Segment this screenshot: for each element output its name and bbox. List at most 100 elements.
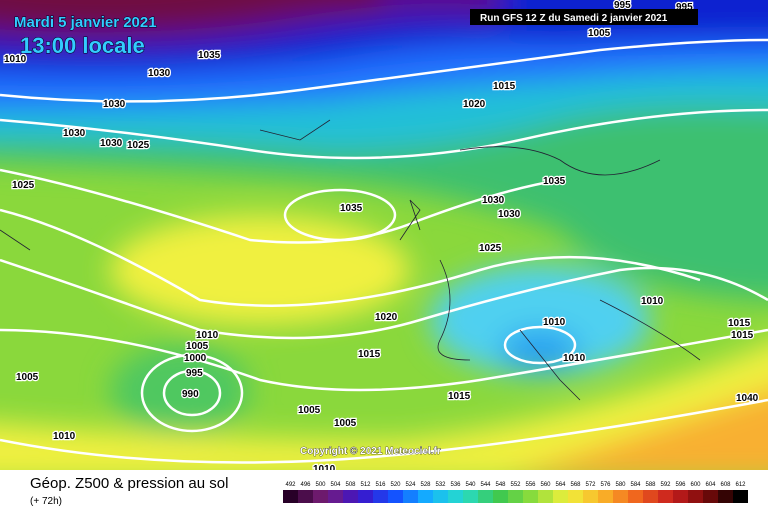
scale-label: 516 [375, 482, 386, 488]
scale-label: 600 [690, 482, 701, 488]
isobar-label: 1035 [340, 203, 363, 214]
scale-swatch [403, 490, 418, 503]
scale-swatch [388, 490, 403, 503]
coastlines [0, 119, 701, 401]
isobar-label: 1035 [543, 176, 566, 187]
scale-label: 604 [705, 482, 716, 488]
scale-swatch [628, 490, 643, 503]
scale-swatch [463, 490, 478, 503]
scale-label: 536 [450, 482, 461, 488]
isobar-label: 1030 [482, 195, 505, 206]
scale-swatch [673, 490, 688, 503]
isobar-label: 1015 [493, 81, 516, 92]
scale-swatch [613, 490, 628, 503]
scale-label: 572 [585, 482, 596, 488]
isobar-label: 1040 [736, 393, 759, 404]
scale-swatch [508, 490, 523, 503]
isobar-label: 1010 [543, 317, 566, 328]
scale-label: 612 [735, 482, 746, 488]
isobar-label: 1030 [498, 209, 521, 220]
isobar-label: 995 [186, 368, 203, 379]
scale-label: 544 [480, 482, 491, 488]
scale-label: 592 [660, 482, 671, 488]
scale-swatch [298, 490, 313, 503]
scale-swatch [568, 490, 583, 503]
scale-swatch [718, 490, 733, 503]
scale-swatch [703, 490, 718, 503]
scale-swatch [418, 490, 433, 503]
scale-swatch [448, 490, 463, 503]
scale-label: 608 [720, 482, 731, 488]
scale-swatch [343, 490, 358, 503]
color-scale: 492 496 500 504 508 512 516 520 524 528 532 536 540 5… [283, 482, 748, 503]
scale-swatch [523, 490, 538, 503]
scale-label: 588 [645, 482, 656, 488]
scale-label: 512 [360, 482, 371, 488]
forecast-date: Mardi 5 janvier 2021 [14, 14, 157, 31]
geopotential-field [0, 0, 768, 480]
scale-swatch [598, 490, 613, 503]
isobar-label: 1015 [728, 318, 751, 329]
scale-label: 492 [285, 482, 296, 488]
scale-swatch [313, 490, 328, 503]
scale-label: 552 [510, 482, 521, 488]
copyright: Copyright © 2021 Meteociel.fr [300, 446, 441, 457]
isobar-label: 1015 [358, 349, 381, 360]
scale-swatch [643, 490, 658, 503]
scale-swatch [283, 490, 298, 503]
isobar-label: 1025 [127, 140, 150, 151]
scale-label: 596 [675, 482, 686, 488]
isobar-label: 1005 [298, 405, 321, 416]
scale-swatch [658, 490, 673, 503]
isobar-labels: 1010 1035 1030 1030 1030 1030 1025 1025 1005 995 9… [3, 0, 760, 476]
scale-swatch [373, 490, 388, 503]
scale-label: 560 [540, 482, 551, 488]
isobar-label: 1025 [12, 180, 35, 191]
scale-label: 580 [615, 482, 626, 488]
scale-label: 500 [315, 482, 326, 488]
isobar-label: 1025 [479, 243, 502, 254]
scale-label: 520 [390, 482, 401, 488]
scale-label: 540 [465, 482, 476, 488]
isobar-label: 1010 [196, 330, 219, 341]
scale-swatch [433, 490, 448, 503]
isobar-label: 1000 [184, 353, 207, 364]
isobar-label: 1010 [641, 296, 664, 307]
forecast-time: 13:00 locale [20, 33, 145, 58]
scale-swatch [478, 490, 493, 503]
isobar-label: 1020 [463, 99, 486, 110]
scale-swatch [733, 490, 748, 503]
isobar-label: 1035 [198, 50, 221, 61]
isobar-label: 1010 [53, 431, 76, 442]
isobar-label: 1010 [4, 54, 27, 65]
isobar-label: 1005 [186, 341, 209, 352]
isobar-label: 1015 [731, 330, 754, 341]
scale-swatch [538, 490, 553, 503]
isobar-label: 990 [182, 389, 199, 400]
legend-title: Géop. Z500 & pression au sol [30, 475, 228, 492]
isobar-label: 1030 [103, 99, 126, 110]
scale-label: 564 [555, 482, 566, 488]
scale-label: 524 [405, 482, 416, 488]
isobars [0, 38, 768, 464]
scale-label: 584 [630, 482, 641, 488]
scale-swatch [553, 490, 568, 503]
isobar-label: 1010 [563, 353, 586, 364]
isobar-label: 1030 [148, 68, 171, 79]
isobar-label: 1005 [588, 28, 611, 39]
scale-swatch [493, 490, 508, 503]
isobar-label: 1020 [375, 312, 398, 323]
scale-swatch [583, 490, 598, 503]
run-banner [470, 9, 698, 25]
scale-label: 528 [420, 482, 431, 488]
run-info: Run GFS 12 Z du Samedi 2 janvier 2021 [480, 13, 668, 24]
scale-label: 504 [330, 482, 341, 488]
isobar-label: 1030 [100, 138, 123, 149]
scale-label: 548 [495, 482, 506, 488]
lead-time: (+ 72h) [30, 496, 62, 507]
scale-label: 576 [600, 482, 611, 488]
scale-swatch [328, 490, 343, 503]
